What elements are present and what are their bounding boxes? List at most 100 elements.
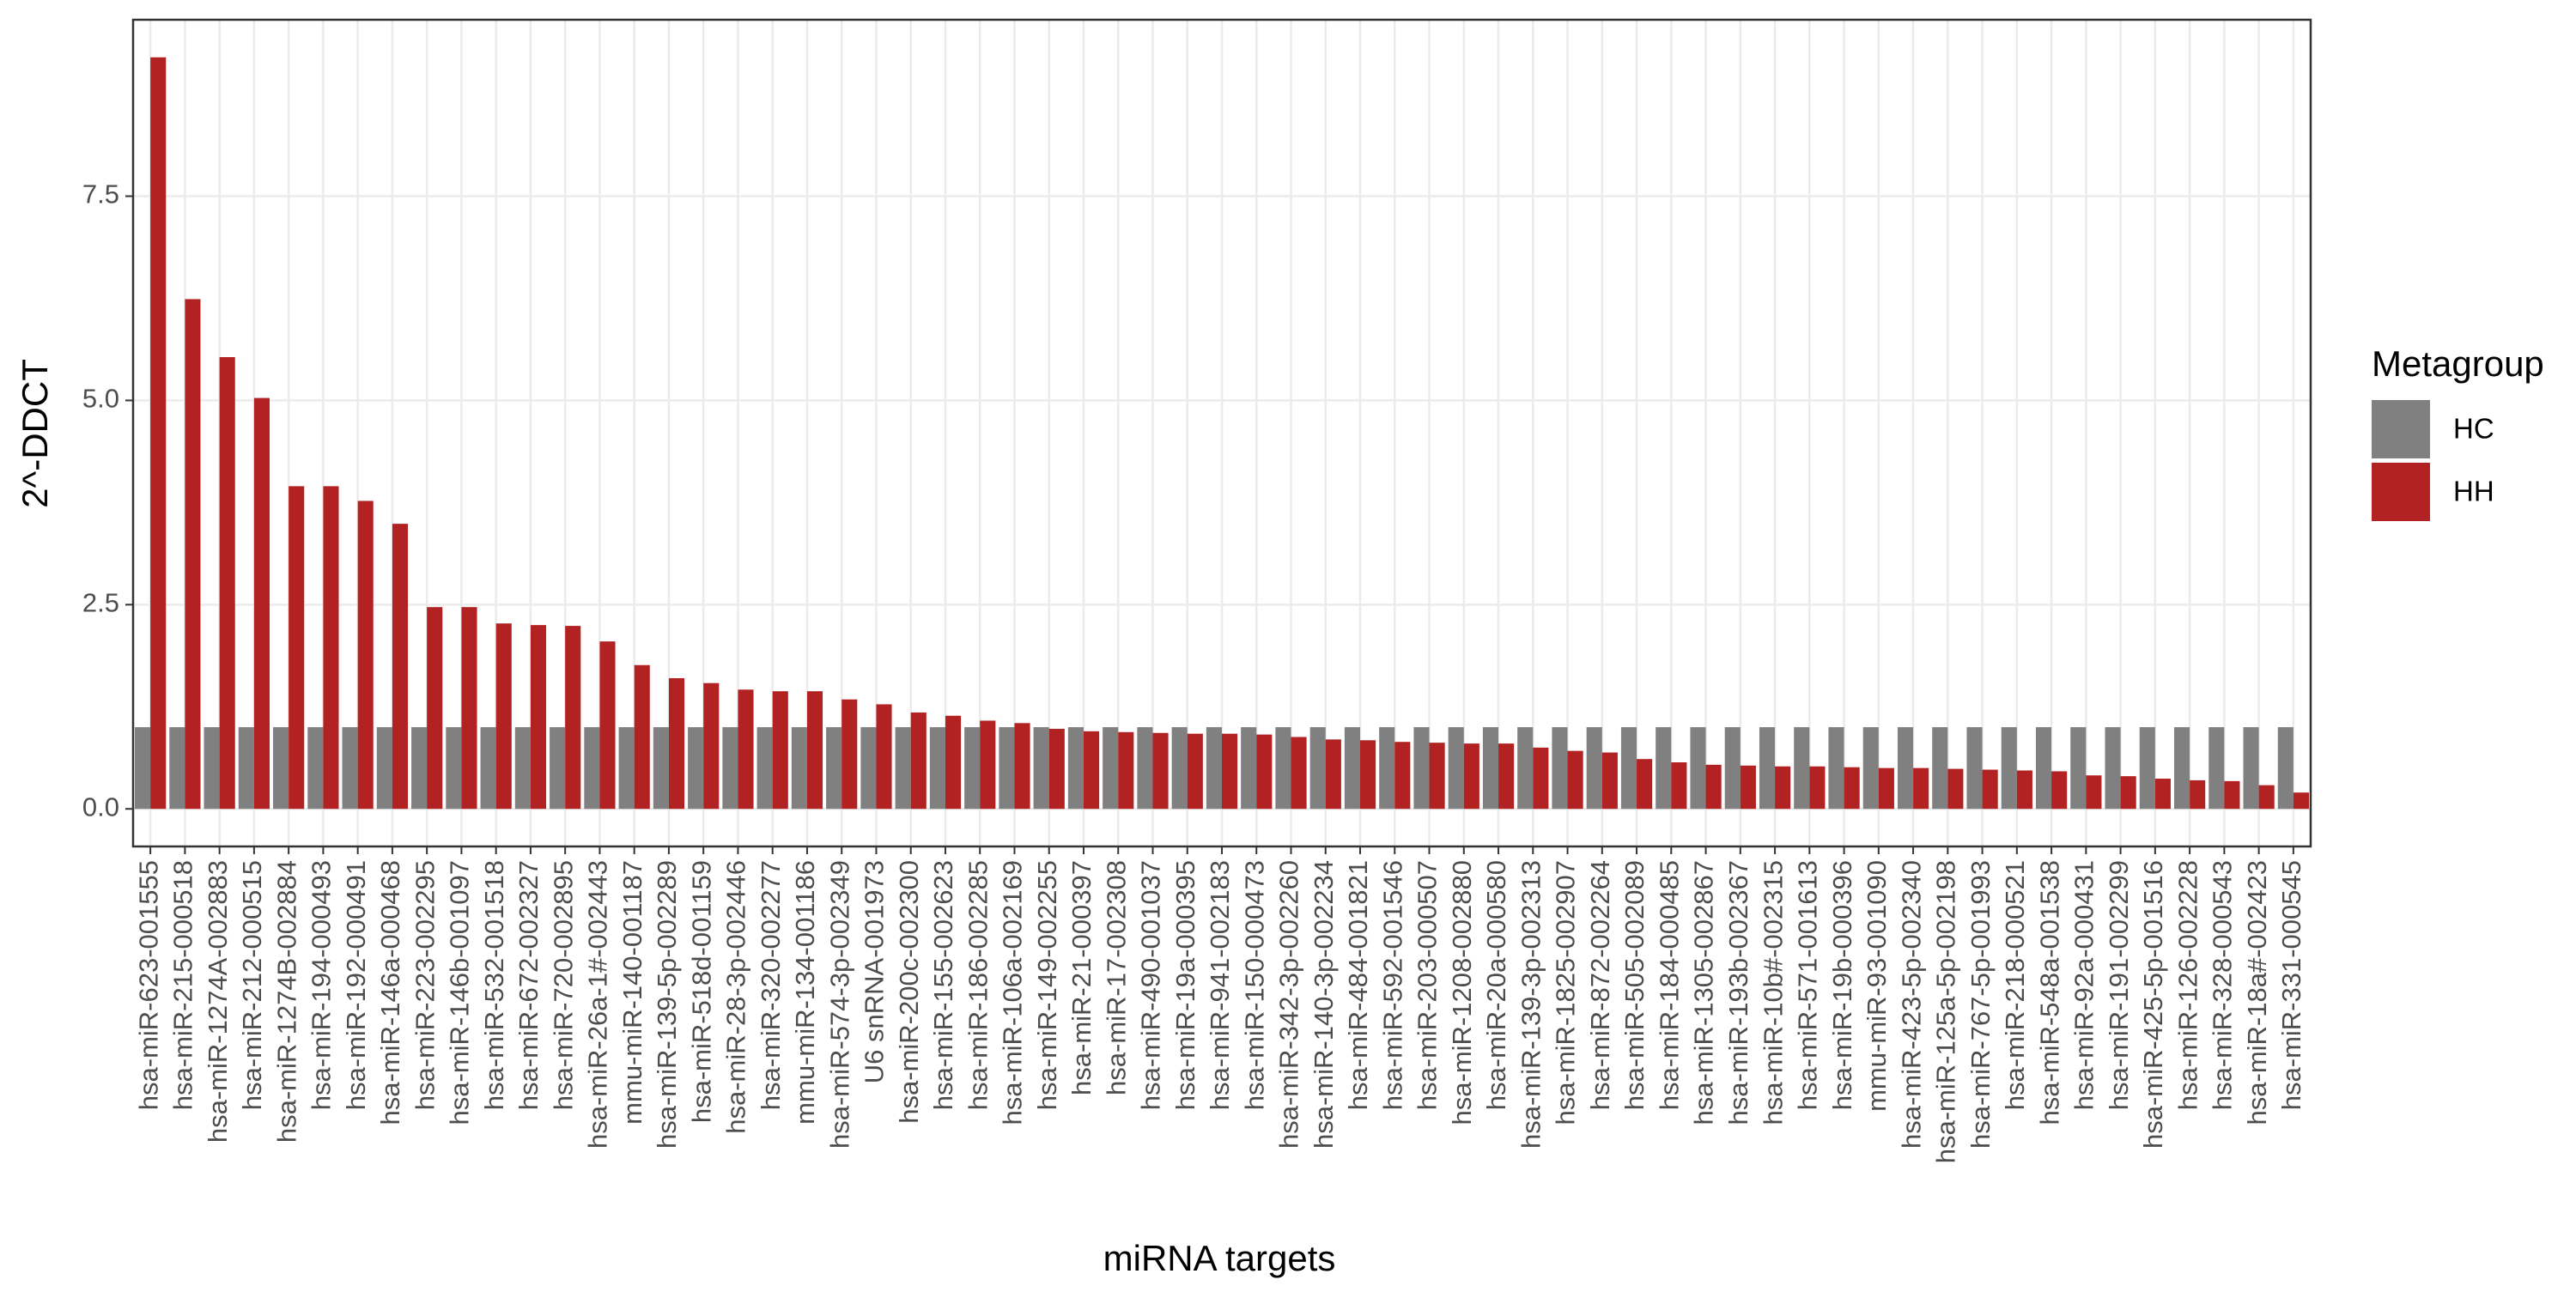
- bar: [253, 397, 270, 810]
- bar: [2120, 776, 2136, 810]
- bar: [945, 715, 962, 810]
- bar: [1844, 767, 1860, 810]
- x-tick-label: hsa-miR-126-002228: [2172, 860, 2202, 1110]
- bar: [1878, 767, 1894, 810]
- bar: [1498, 743, 1515, 810]
- bar: [738, 689, 754, 810]
- x-tick-label: hsa-miR-10b#-002315: [1758, 860, 1788, 1125]
- bar: [514, 727, 531, 810]
- x-tick-label: hsa-miR-19b-000396: [1827, 860, 1857, 1110]
- bar: [1187, 733, 1203, 810]
- bar: [772, 691, 788, 810]
- bar: [826, 727, 842, 810]
- x-tick-label: hsa-miR-423-5p-002340: [1896, 860, 1926, 1149]
- bar: [1222, 733, 1238, 810]
- bar: [860, 727, 877, 810]
- x-tick-label: hsa-miR-20a-000580: [1481, 860, 1511, 1110]
- legend-title: Metagroup: [2372, 343, 2544, 384]
- bar: [2208, 727, 2225, 810]
- bar: [1586, 727, 1602, 810]
- x-tick-label: hsa-miR-532-001518: [479, 860, 509, 1110]
- x-tick-label: hsa-miR-1305-002867: [1689, 860, 1719, 1125]
- x-tick-label: hsa-miR-484-001821: [1343, 860, 1373, 1110]
- bar: [1463, 743, 1479, 810]
- bar: [1913, 767, 1929, 810]
- bar: [599, 641, 616, 810]
- x-tick-label: hsa-miR-28-3p-002446: [721, 860, 751, 1134]
- bar: [1309, 727, 1326, 810]
- x-axis-title: miRNA targets: [1103, 1238, 1336, 1278]
- x-tick-label: hsa-miR-548a-001538: [2034, 860, 2064, 1125]
- bar: [1171, 727, 1188, 810]
- bar: [791, 727, 807, 810]
- bar: [1256, 734, 1273, 810]
- x-tick-label: hsa-miR-193b-002367: [1723, 860, 1753, 1125]
- bar: [1552, 727, 1568, 810]
- x-tick-label: hsa-miR-19a-000395: [1170, 860, 1200, 1110]
- bar: [1517, 727, 1534, 810]
- y-axis-title: 2^-DDCT: [15, 359, 55, 508]
- bar: [1567, 750, 1583, 810]
- bar: [895, 727, 911, 810]
- bar: [1809, 766, 1826, 810]
- bar: [756, 727, 773, 810]
- y-tick-label: 2.5: [82, 588, 119, 618]
- x-tick-label: hsa-miR-146b-001097: [445, 860, 475, 1125]
- bar: [1671, 761, 1687, 810]
- bar: [1291, 737, 1307, 810]
- x-tick-label: hsa-miR-672-002327: [513, 860, 544, 1110]
- bar: [1379, 727, 1395, 810]
- x-tick-label: hsa-miR-18a#-002423: [2242, 860, 2272, 1125]
- bar: [964, 727, 981, 810]
- x-tick-label: hsa-miR-106a-002169: [998, 860, 1028, 1125]
- bar: [1241, 727, 1257, 810]
- bar: [289, 486, 305, 810]
- bar: [1705, 764, 1722, 810]
- bar: [323, 486, 339, 810]
- bar: [135, 727, 151, 810]
- bar: [1482, 727, 1499, 810]
- bar: [1275, 727, 1291, 810]
- x-tick-label: hsa-miR-592-001546: [1377, 860, 1407, 1110]
- bar: [806, 691, 823, 810]
- x-tick-label: hsa-miR-1274B-002884: [271, 860, 301, 1143]
- bar: [565, 626, 581, 810]
- bar: [1932, 727, 1948, 810]
- x-tick-label: hsa-miR-139-3p-002313: [1516, 860, 1546, 1149]
- x-tick-label: hsa-miR-200c-002300: [894, 860, 924, 1124]
- bar: [342, 727, 358, 810]
- bar: [2258, 785, 2275, 810]
- legend-label: HH: [2453, 476, 2494, 507]
- x-tick-label: hsa-miR-150-000473: [1239, 860, 1269, 1110]
- bar: [929, 727, 945, 810]
- bar: [1118, 731, 1134, 810]
- x-tick-label: hsa-miR-223-002295: [410, 860, 440, 1110]
- x-tick-label: hsa-miR-21-000397: [1066, 860, 1097, 1095]
- x-tick-label: mmu-miR-140-001187: [617, 860, 647, 1125]
- bar: [357, 500, 374, 810]
- bar: [2293, 792, 2309, 810]
- bar: [185, 299, 201, 810]
- bar: [219, 357, 235, 810]
- bar: [876, 704, 892, 810]
- bar: [2105, 727, 2121, 810]
- bar: [1360, 740, 1376, 810]
- bar: [495, 623, 512, 810]
- bar: [910, 712, 927, 810]
- x-tick-label: hsa-miR-125a-5p-002198: [1931, 860, 1961, 1163]
- x-tick-label: hsa-miR-149-002255: [1032, 860, 1062, 1110]
- bar: [999, 727, 1015, 810]
- bar: [446, 727, 462, 810]
- bar: [1137, 727, 1153, 810]
- x-tick-label: hsa-miR-155-002623: [928, 860, 958, 1110]
- bar: [461, 607, 477, 810]
- bar: [1103, 727, 1119, 810]
- x-tick-label: hsa-miR-320-002277: [756, 860, 786, 1110]
- bar: [480, 727, 496, 810]
- x-tick-label: hsa-miR-490-001037: [1136, 860, 1166, 1110]
- bar: [2035, 727, 2052, 810]
- bar: [169, 727, 185, 810]
- bar: [1394, 742, 1411, 810]
- x-tick-label: hsa-miR-328-000543: [2208, 860, 2238, 1110]
- bar: [2277, 727, 2293, 810]
